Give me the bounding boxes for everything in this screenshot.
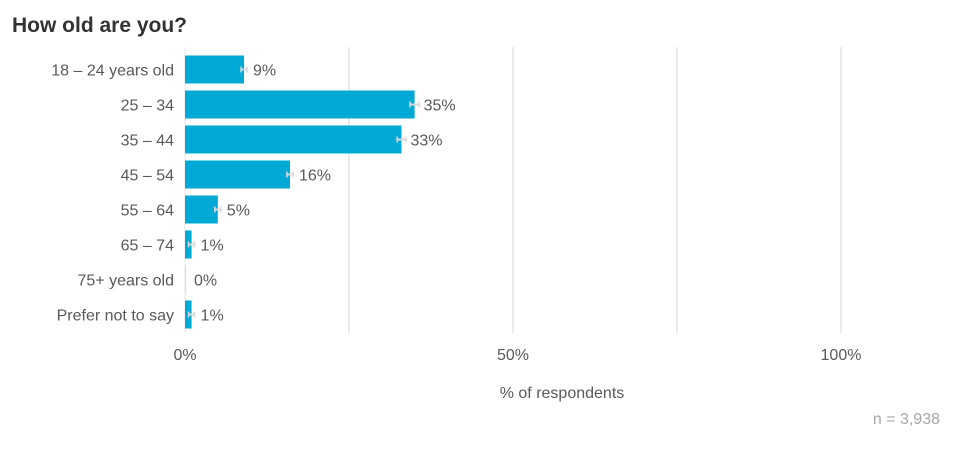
value-label: 1%: [201, 238, 224, 255]
value-label: 33%: [410, 133, 442, 150]
x-tick-label: 100%: [821, 347, 862, 364]
category-label: 55 – 64: [121, 203, 174, 220]
x-axis-label: % of respondents: [500, 385, 625, 402]
bar: [185, 265, 187, 294]
category-label: 25 – 34: [121, 98, 174, 115]
value-label: 35%: [424, 98, 456, 115]
bar: [185, 195, 218, 224]
value-label: 16%: [299, 168, 331, 185]
sample-size-note: n = 3,938: [872, 411, 940, 428]
category-label: 45 – 54: [121, 168, 174, 185]
category-label: 65 – 74: [121, 238, 174, 255]
value-label: 9%: [253, 63, 276, 80]
bar: [185, 90, 415, 119]
value-label: 0%: [194, 273, 217, 290]
value-label: 5%: [227, 203, 250, 220]
grid-lines: [184, 47, 842, 333]
category-label: 35 – 44: [121, 133, 174, 150]
bar: [185, 160, 290, 189]
category-label: Prefer not to say: [57, 308, 174, 325]
labels: 0% 50% 100% 18 – 24 years old 9% 25 – 34 35% 35…: [51, 63, 861, 365]
category-label: 75+ years old: [77, 273, 174, 290]
bar: [185, 55, 245, 84]
chart-title: How old are you?: [12, 14, 188, 37]
x-tick-label: 0%: [173, 347, 196, 364]
value-label: 1%: [201, 308, 224, 325]
bars: [185, 55, 420, 329]
x-tick-label: 50%: [497, 347, 529, 364]
bar: [185, 125, 402, 154]
category-label: 18 – 24 years old: [51, 63, 174, 80]
